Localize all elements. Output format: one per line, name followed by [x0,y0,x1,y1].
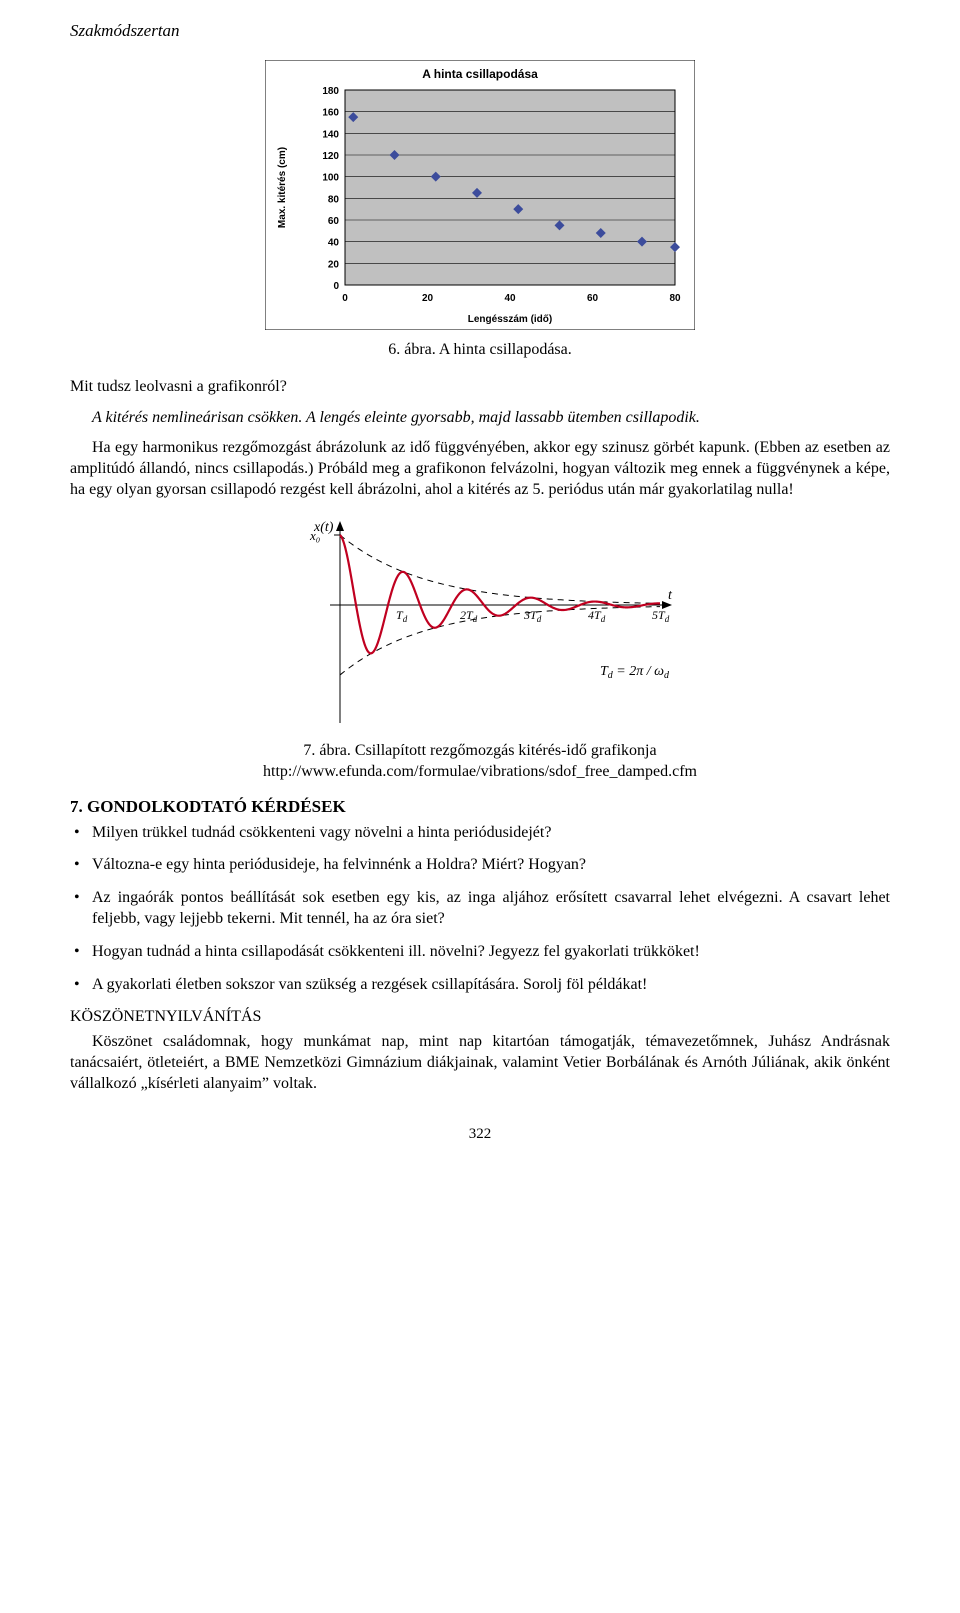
svg-text:Lengésszám (idő): Lengésszám (idő) [468,314,552,325]
figure2-caption: 7. ábra. Csillapított rezgőmozgás kitéré… [70,741,890,783]
bullet-item: Az ingaórák pontos beállítását sok esetb… [92,888,890,930]
svg-text:160: 160 [322,108,339,119]
svg-text:80: 80 [328,194,340,205]
chart2-svg: x(t)tx₀Td2Td3Td4Td5TdTd = 2π / ωd [270,515,690,735]
figure1-caption: 6. ábra. A hinta csillapodása. [70,340,890,361]
bullet-item: Változna-e egy hinta periódusideje, ha f… [92,855,890,876]
section7-heading: 7. GONDOLKODTATÓ KÉRDÉSEK [70,796,890,818]
svg-text:0: 0 [342,293,348,304]
figure2-caption-line2: http://www.efunda.com/formulae/vibration… [263,763,697,780]
svg-text:0: 0 [333,281,339,292]
page-header: Szakmódszertan [70,20,890,42]
paragraph-italic: A kitérés nemlineárisan csökken. A lengé… [70,408,890,429]
svg-text:100: 100 [322,173,339,184]
svg-text:x₀: x₀ [309,528,320,543]
svg-text:60: 60 [587,293,599,304]
svg-text:Max. kitérés (cm): Max. kitérés (cm) [277,147,288,228]
svg-text:40: 40 [328,238,340,249]
bullets-list: Milyen trükkel tudnád csökkenteni vagy n… [70,823,890,996]
svg-text:140: 140 [322,129,339,140]
chart1-svg: A hinta csillapodása 0 20 40 60 80 100 120 140 16… [265,60,695,330]
svg-text:120: 120 [322,151,339,162]
figure2-caption-line1: 7. ábra. Csillapított rezgőmozgás kitéré… [303,742,656,759]
svg-text:60: 60 [328,216,340,227]
bullet-item: Milyen trükkel tudnád csökkenteni vagy n… [92,823,890,844]
bullet-item: Hogyan tudnád a hinta csillapodását csök… [92,942,890,963]
svg-text:20: 20 [328,259,340,270]
svg-text:180: 180 [322,86,339,97]
svg-text:80: 80 [669,293,681,304]
page-number: 322 [70,1125,890,1145]
intro-question: Mit tudsz leolvasni a grafikonról? [70,377,890,398]
ack-title: KÖSZÖNETNYILVÁNÍTÁS [70,1007,890,1028]
chart2-container: x(t)tx₀Td2Td3Td4Td5TdTd = 2π / ωd [70,515,890,735]
chart1-container: A hinta csillapodása 0 20 40 60 80 100 120 140 16… [70,60,890,330]
svg-text:40: 40 [504,293,516,304]
ack-body: Köszönet családomnak, hogy munkámat nap,… [70,1032,890,1094]
svg-text:A hinta csillapodása: A hinta csillapodása [422,67,538,81]
paragraph-2: Ha egy harmonikus rezgőmozgást ábrázolun… [70,438,890,500]
bullet-item: A gyakorlati életben sokszor van szükség… [92,975,890,996]
svg-text:20: 20 [422,293,434,304]
